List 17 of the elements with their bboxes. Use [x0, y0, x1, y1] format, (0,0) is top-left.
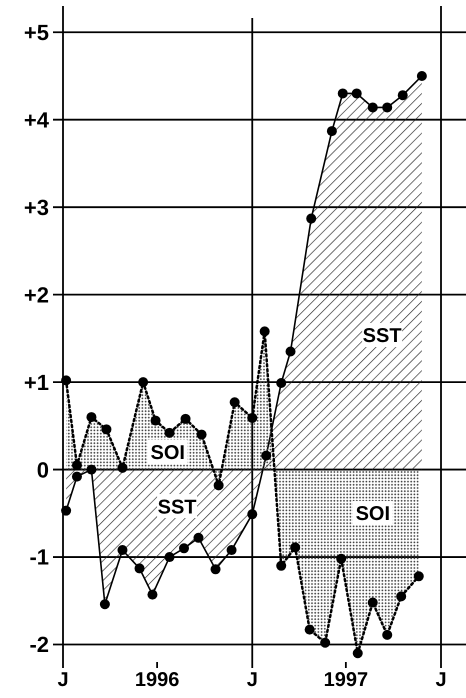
y-tick-label: -2 — [29, 632, 49, 658]
y-tick-label: +5 — [24, 20, 49, 45]
x-tick-label: J — [435, 669, 447, 691]
y-tick-label: +3 — [24, 194, 49, 220]
x-tick-label: J — [246, 669, 258, 691]
annotation: SST — [158, 496, 197, 518]
y-tick-label: +4 — [24, 107, 50, 132]
y-tick-label: +1 — [24, 370, 49, 395]
x-tick-label: J — [57, 669, 69, 691]
x-tick-label: 1996 — [134, 669, 180, 691]
annotation: SOI — [150, 442, 185, 464]
annotation: SOI — [356, 503, 390, 526]
y-tick-label: -1 — [29, 544, 49, 570]
annotation: SST — [362, 325, 402, 348]
y-tick-label: 0 — [36, 457, 49, 482]
y-tick-label: +2 — [24, 282, 49, 308]
x-tick-label: 1997 — [324, 669, 368, 691]
